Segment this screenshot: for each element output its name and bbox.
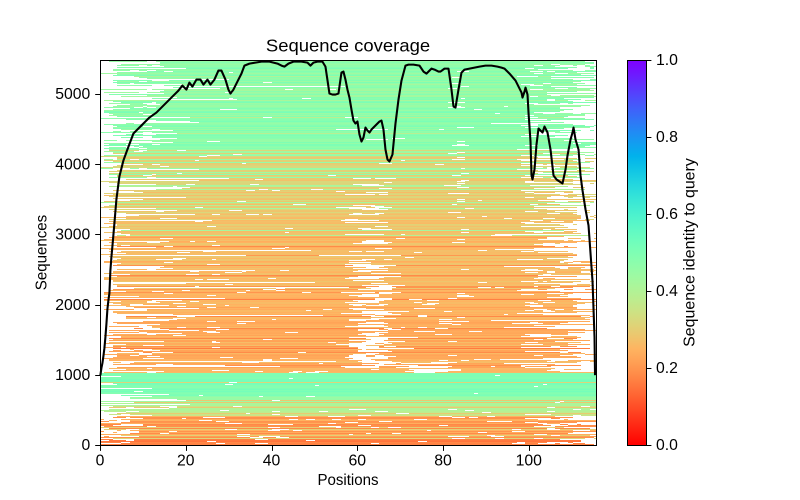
svg-text:80: 80 bbox=[434, 452, 452, 469]
svg-text:Positions: Positions bbox=[317, 472, 378, 489]
svg-text:1000: 1000 bbox=[55, 367, 90, 384]
svg-text:0: 0 bbox=[96, 452, 105, 469]
svg-text:Sequence identity to query: Sequence identity to query bbox=[681, 158, 698, 347]
svg-text:0.4: 0.4 bbox=[656, 283, 678, 300]
svg-text:3000: 3000 bbox=[55, 227, 90, 244]
svg-text:0.6: 0.6 bbox=[656, 206, 678, 223]
svg-text:0: 0 bbox=[82, 437, 91, 454]
svg-text:Sequence coverage: Sequence coverage bbox=[266, 36, 430, 56]
svg-text:Sequences: Sequences bbox=[33, 215, 50, 290]
svg-text:4000: 4000 bbox=[55, 156, 90, 173]
svg-text:5000: 5000 bbox=[55, 86, 90, 103]
svg-text:40: 40 bbox=[263, 452, 281, 469]
svg-text:2000: 2000 bbox=[55, 297, 90, 314]
svg-text:100: 100 bbox=[516, 452, 542, 469]
svg-text:60: 60 bbox=[348, 452, 366, 469]
svg-text:0.2: 0.2 bbox=[656, 360, 678, 377]
svg-text:1.0: 1.0 bbox=[656, 52, 678, 69]
svg-text:0.8: 0.8 bbox=[656, 129, 678, 146]
svg-text:20: 20 bbox=[177, 452, 195, 469]
svg-text:0.0: 0.0 bbox=[656, 437, 678, 454]
